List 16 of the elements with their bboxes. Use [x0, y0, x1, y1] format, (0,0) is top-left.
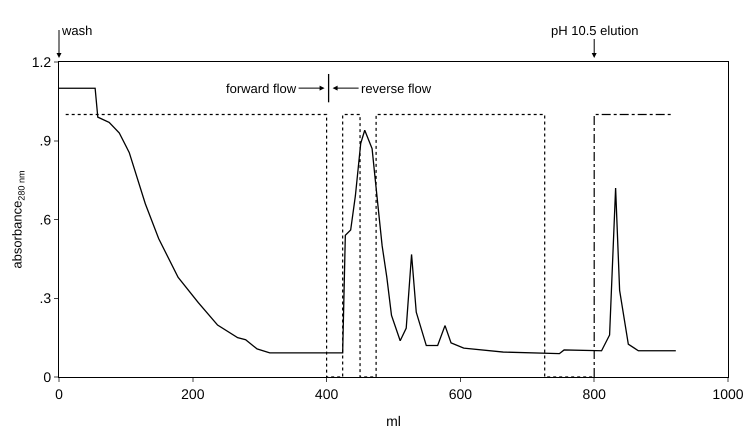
- y-tick-label: .6: [40, 211, 52, 228]
- y-tick-label: .3: [40, 290, 52, 306]
- annotation: forward flow: [226, 81, 297, 96]
- x-tick-label: 0: [55, 386, 64, 402]
- y-tick-label: .9: [40, 132, 52, 149]
- y-tick-label: 0: [43, 368, 52, 385]
- annotation: reverse flow: [361, 81, 432, 96]
- x-tick-label: 1000: [712, 386, 744, 402]
- x-axis-title: ml: [386, 413, 401, 430]
- x-tick-label: 600: [448, 386, 472, 402]
- y-tick-label: 1.2: [32, 54, 52, 70]
- x-tick-label: 800: [582, 386, 606, 402]
- text: pH 10.5 elution: [551, 23, 638, 38]
- x-tick-label: 200: [181, 386, 205, 402]
- x-tick-label: 400: [314, 386, 338, 402]
- text: wash: [61, 23, 92, 38]
